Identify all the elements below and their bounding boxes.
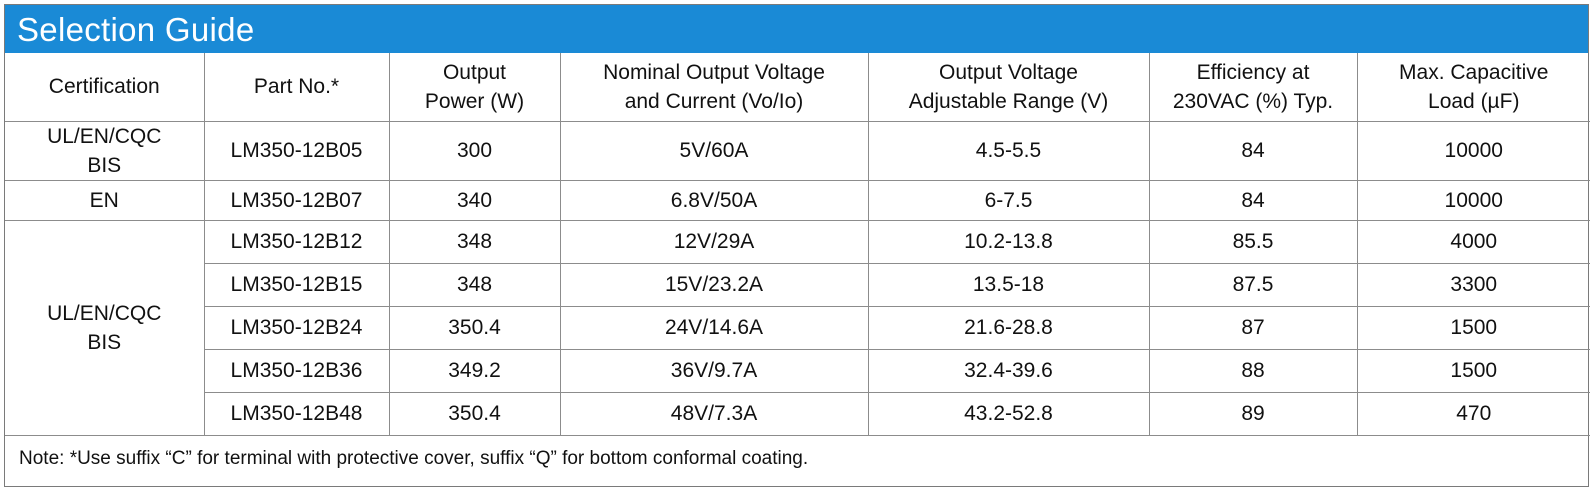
header-nominal-line2: and Current (Vo/Io) — [624, 89, 804, 113]
vo-io-cell: 24V/14.6A — [559, 305, 869, 350]
header-adjust-line2: Adjustable Range (V) — [908, 89, 1109, 113]
note-row: Note: *Use suffix “C” for terminal with … — [5, 434, 1590, 481]
header-efficiency-line1: Efficiency at — [1196, 60, 1310, 84]
certification-line: UL/EN/CQC — [47, 124, 162, 148]
output-power-cell: 340 — [388, 179, 561, 221]
certification-line: BIS — [87, 330, 122, 354]
certification-cell: UL/EN/CQC BIS — [5, 219, 205, 436]
efficiency-cell: 89 — [1148, 391, 1358, 436]
section-title: Selection Guide — [5, 5, 1588, 53]
capacitive-load-cell: 3300 — [1356, 262, 1590, 307]
header-nominal-output: Nominal Output Voltage and Current (Vo/I… — [559, 53, 869, 122]
header-capacitive-line2: Load (µF) — [1428, 89, 1520, 113]
header-output-power-line2: Power (W) — [424, 89, 525, 113]
part-no-cell: LM350-12B36 — [204, 348, 390, 393]
efficiency-cell: 85.5 — [1148, 219, 1358, 264]
adjust-range-cell: 32.4-39.6 — [867, 348, 1150, 393]
efficiency-cell: 87.5 — [1148, 262, 1358, 307]
adjust-range-cell: 43.2-52.8 — [867, 391, 1150, 436]
certification-cell: UL/EN/CQC BIS — [5, 120, 205, 181]
header-nominal-line1: Nominal Output Voltage — [603, 60, 825, 84]
table-row: LM350-12B36 349.2 36V/9.7A 32.4-39.6 88 … — [5, 348, 1590, 393]
header-efficiency-line2: 230VAC (%) Typ. — [1172, 89, 1334, 113]
capacitive-load-cell: 1500 — [1356, 348, 1590, 393]
part-no-cell: LM350-12B05 — [203, 120, 390, 181]
capacitive-load-cell: 470 — [1356, 391, 1590, 436]
header-certification: Certification — [5, 53, 205, 122]
vo-io-cell: 5V/60A — [559, 120, 869, 181]
table-row: UL/EN/CQC BIS LM350-12B05 300 5V/60A 4.5… — [5, 120, 1590, 181]
output-power-cell: 300 — [388, 120, 561, 181]
header-efficiency: Efficiency at 230VAC (%) Typ. — [1148, 53, 1358, 122]
adjust-range-cell: 4.5-5.5 — [867, 120, 1150, 181]
part-no-cell: LM350-12B48 — [204, 391, 390, 436]
table-row: EN LM350-12B07 340 6.8V/50A 6-7.5 84 100… — [5, 179, 1590, 221]
header-part-no: Part No.* — [203, 53, 390, 122]
selection-guide-table: Certification Part No.* Output Power (W)… — [5, 53, 1590, 481]
vo-io-cell: 6.8V/50A — [559, 179, 869, 221]
output-power-cell: 350.4 — [388, 391, 561, 436]
efficiency-cell: 84 — [1148, 179, 1358, 221]
output-power-cell: 348 — [388, 219, 561, 264]
output-power-cell: 348 — [388, 262, 561, 307]
output-power-cell: 349.2 — [388, 348, 561, 393]
table-row: UL/EN/CQC BIS LM350-12B12 348 12V/29A 10… — [5, 219, 1590, 436]
adjust-range-cell: 6-7.5 — [867, 179, 1150, 221]
capacitive-load-cell: 10000 — [1356, 179, 1590, 221]
adjust-range-cell: 21.6-28.8 — [867, 305, 1150, 350]
selection-guide-panel: Selection Guide Certification Part No.* … — [4, 4, 1590, 487]
header-output-power: Output Power (W) — [388, 53, 561, 122]
header-output-power-line1: Output — [442, 60, 507, 84]
adjust-range-cell: 13.5-18 — [867, 262, 1150, 307]
table-row: LM350-12B15 348 15V/23.2A 13.5-18 87.5 3… — [5, 262, 1590, 307]
efficiency-cell: 88 — [1148, 348, 1358, 393]
part-no-cell: LM350-12B15 — [204, 262, 390, 307]
certification-line: UL/EN/CQC — [47, 301, 162, 325]
table-row: LM350-12B48 350.4 48V/7.3A 43.2-52.8 89 … — [5, 391, 1590, 436]
vo-io-cell: 12V/29A — [559, 219, 869, 264]
part-no-cell: LM350-12B24 — [204, 305, 390, 350]
header-adjust-line1: Output Voltage — [939, 60, 1078, 84]
table-header-row: Certification Part No.* Output Power (W)… — [5, 53, 1590, 122]
header-capacitive-load: Max. Capacitive Load (µF) — [1356, 53, 1590, 122]
capacitive-load-cell: 1500 — [1356, 305, 1590, 350]
certification-line: BIS — [87, 153, 122, 177]
capacitive-load-cell: 10000 — [1356, 120, 1590, 181]
part-no-cell: LM350-12B07 — [203, 179, 390, 221]
footnote: Note: *Use suffix “C” for terminal with … — [5, 434, 1590, 481]
efficiency-cell: 84 — [1148, 120, 1358, 181]
capacitive-load-cell: 4000 — [1356, 219, 1590, 264]
certification-cell: EN — [5, 179, 205, 221]
part-no-cell: LM350-12B12 — [203, 219, 390, 264]
efficiency-cell: 87 — [1148, 305, 1358, 350]
table-row: LM350-12B24 350.4 24V/14.6A 21.6-28.8 87… — [5, 305, 1590, 350]
adjust-range-cell: 10.2-13.8 — [867, 219, 1150, 264]
header-adjustable-range: Output Voltage Adjustable Range (V) — [867, 53, 1150, 122]
vo-io-cell: 36V/9.7A — [559, 348, 869, 393]
vo-io-cell: 15V/23.2A — [559, 262, 869, 307]
header-capacitive-line1: Max. Capacitive — [1399, 60, 1549, 84]
output-power-cell: 350.4 — [388, 305, 561, 350]
vo-io-cell: 48V/7.3A — [559, 391, 869, 436]
